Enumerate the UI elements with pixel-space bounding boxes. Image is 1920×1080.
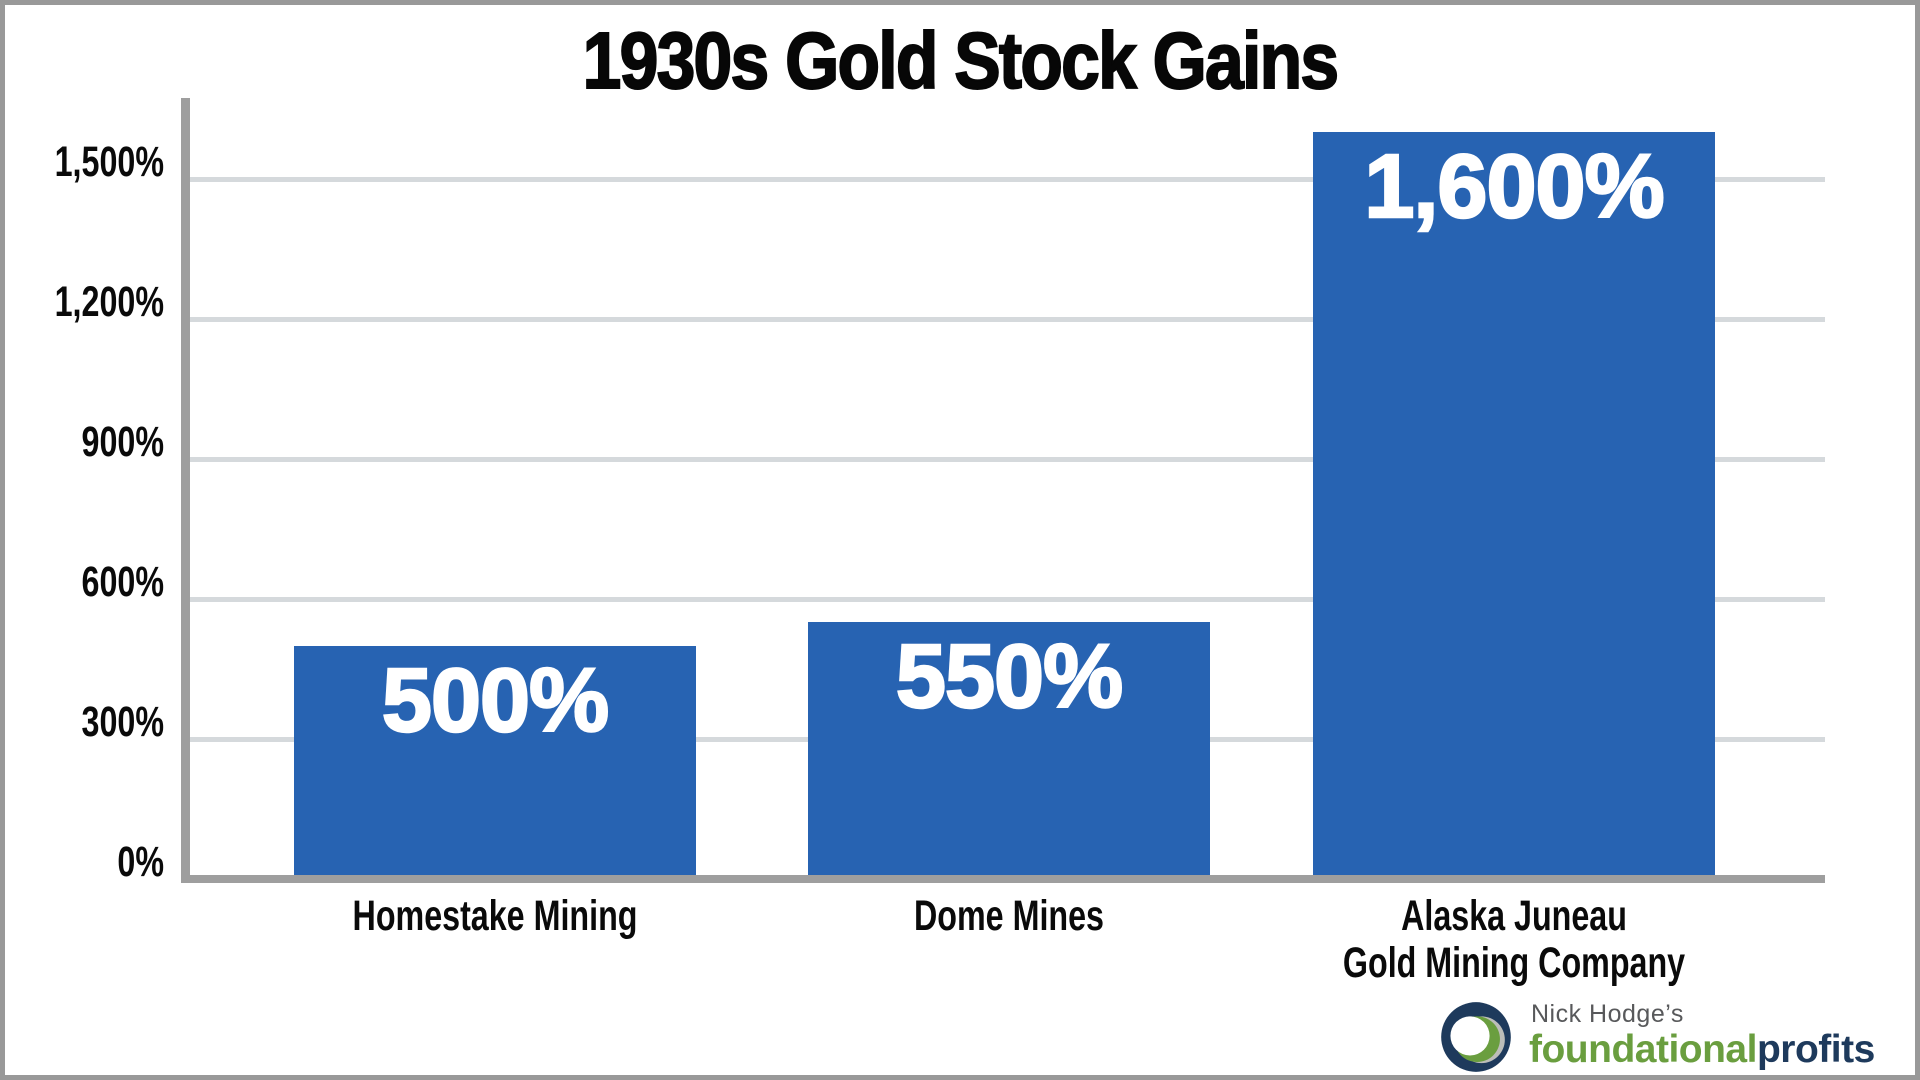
y-tick-label: 1,200% <box>54 278 164 326</box>
y-tick-label: 600% <box>81 558 164 606</box>
y-tick-label: 900% <box>81 418 164 466</box>
gridline <box>187 596 1825 602</box>
bar-value-label: 500% <box>381 650 611 751</box>
brand-logo: Nick Hodge’s foundationalprofits <box>1439 1000 1875 1074</box>
logo-brand-foundational: foundational <box>1529 1028 1757 1071</box>
bar <box>1313 132 1715 875</box>
category-label: Alaska Juneau Gold Mining Company <box>1342 892 1686 987</box>
y-tick-label: 300% <box>81 698 164 746</box>
bar <box>294 645 696 875</box>
gridline <box>187 456 1825 462</box>
logo-tagline: Nick Hodge’s <box>1531 1000 1684 1028</box>
logo-text: Nick Hodge’s foundationalprofits <box>1529 1000 1875 1070</box>
foundational-profits-logo-icon <box>1441 1002 1511 1072</box>
gridline <box>187 316 1825 322</box>
chart-title: 1930s Gold Stock Gains <box>582 15 1340 106</box>
bar <box>808 622 1210 875</box>
y-tick-label: 0% <box>117 838 164 886</box>
logo-brand: foundationalprofits <box>1529 1030 1875 1069</box>
y-tick-label: 1,500% <box>54 138 164 186</box>
bar-value-label: 550% <box>895 627 1125 728</box>
category-label: Homestake Mining <box>352 892 638 940</box>
gridline <box>187 176 1825 182</box>
category-label: Dome Mines <box>914 892 1104 940</box>
bar-value-label: 1,600% <box>1363 137 1666 238</box>
logo-brand-profits: profits <box>1756 1028 1875 1071</box>
y-axis-line <box>181 98 190 883</box>
x-axis-line <box>181 875 1825 883</box>
